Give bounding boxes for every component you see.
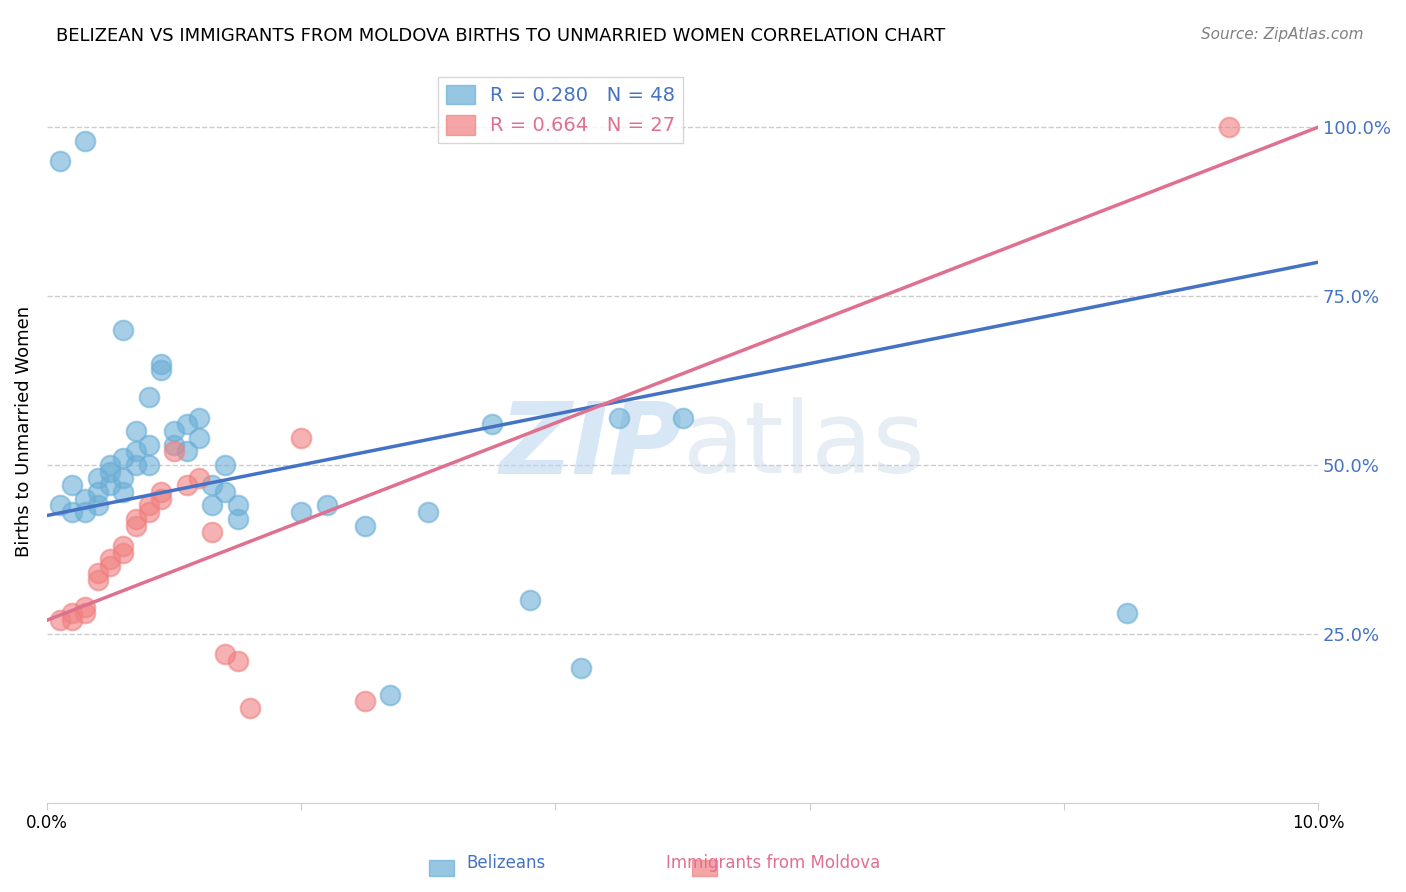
Point [188, 410, 211, 425]
Point [100, 465, 122, 479]
Point [73, 505, 96, 519]
Point [290, 431, 312, 445]
Point [214, 484, 236, 499]
Point [176, 444, 198, 458]
Point [112, 484, 135, 499]
Point [112, 539, 135, 553]
Point [125, 518, 148, 533]
Point [87, 484, 110, 499]
Point [60, 613, 83, 627]
Point [201, 525, 224, 540]
Point [214, 647, 236, 661]
Legend: R = 0.280   N = 48, R = 0.664   N = 27: R = 0.280 N = 48, R = 0.664 N = 27 [439, 77, 683, 143]
Point [176, 478, 198, 492]
Point [150, 484, 173, 499]
Point [100, 559, 122, 574]
Point [73, 607, 96, 621]
Point [48, 153, 70, 168]
Point [100, 458, 122, 472]
Point [87, 573, 110, 587]
Point [569, 660, 592, 674]
Point [353, 518, 375, 533]
Point [48, 613, 70, 627]
Point [353, 694, 375, 708]
Point [418, 505, 440, 519]
Point [201, 499, 224, 513]
Point [60, 505, 83, 519]
Point [138, 437, 160, 451]
Point [138, 499, 160, 513]
Point [60, 607, 83, 621]
Point [163, 437, 186, 451]
Text: Belizeans: Belizeans [467, 855, 546, 872]
Point [87, 499, 110, 513]
Point [481, 417, 503, 432]
Text: Immigrants from Moldova: Immigrants from Moldova [666, 855, 880, 872]
Point [138, 505, 160, 519]
Point [176, 417, 198, 432]
Point [607, 410, 630, 425]
Point [125, 424, 148, 438]
Point [60, 478, 83, 492]
Point [315, 499, 337, 513]
Point [226, 499, 249, 513]
Point [519, 593, 541, 607]
Point [226, 654, 249, 668]
Point [163, 444, 186, 458]
Point [125, 444, 148, 458]
Point [48, 499, 70, 513]
Point [150, 363, 173, 377]
Point [87, 471, 110, 485]
Point [214, 458, 236, 472]
Point [73, 134, 96, 148]
Point [226, 512, 249, 526]
Point [671, 410, 693, 425]
Point [73, 599, 96, 614]
Point [201, 478, 224, 492]
Point [125, 458, 148, 472]
Point [112, 451, 135, 466]
Text: atlas: atlas [682, 398, 924, 494]
Point [112, 471, 135, 485]
Point [150, 491, 173, 506]
Point [73, 491, 96, 506]
Point [188, 431, 211, 445]
Point [100, 552, 122, 566]
Point [163, 424, 186, 438]
Point [100, 478, 122, 492]
Point [239, 701, 262, 715]
Text: BELIZEAN VS IMMIGRANTS FROM MOLDOVA BIRTHS TO UNMARRIED WOMEN CORRELATION CHART: BELIZEAN VS IMMIGRANTS FROM MOLDOVA BIRT… [56, 27, 945, 45]
Point [138, 390, 160, 404]
Point [150, 357, 173, 371]
Point [1116, 607, 1139, 621]
Point [1218, 120, 1240, 135]
Point [378, 688, 401, 702]
Point [87, 566, 110, 580]
Point [112, 323, 135, 337]
Point [290, 505, 312, 519]
Point [125, 512, 148, 526]
Text: ZIP: ZIP [499, 398, 682, 494]
Point [188, 471, 211, 485]
Point [112, 546, 135, 560]
Y-axis label: Births to Unmarried Women: Births to Unmarried Women [15, 306, 32, 557]
Text: Source: ZipAtlas.com: Source: ZipAtlas.com [1201, 27, 1364, 42]
Point [138, 458, 160, 472]
